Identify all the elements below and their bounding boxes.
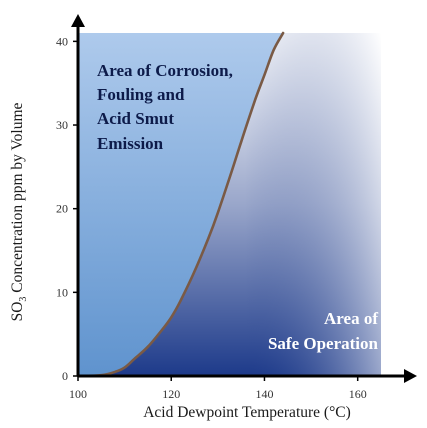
corrosion-label-line-3: Acid Smut — [97, 109, 174, 128]
x-tick-label: 160 — [349, 387, 367, 401]
y-axis-title: SO3 Concentration ppm by Volume — [9, 102, 29, 321]
x-tick-label: 100 — [69, 387, 87, 401]
safe-label-line-2: Safe Operation — [268, 334, 379, 353]
y-tick-label: 10 — [56, 285, 68, 299]
safe-label-line-1: Area of — [324, 309, 378, 328]
lower-region-label: Area of Safe Operation — [268, 309, 379, 353]
y-tick-label: 20 — [56, 202, 68, 216]
upper-region-label: Area of Corrosion, Fouling and Acid Smut… — [97, 61, 233, 153]
corrosion-label-line-2: Fouling and — [97, 85, 185, 104]
chart-marks: 100 120 140 160 0 10 20 30 40 — [56, 14, 417, 401]
corrosion-label-line-1: Area of Corrosion, — [97, 61, 233, 80]
x-tick-label: 120 — [162, 387, 180, 401]
y-tick-label: 40 — [56, 34, 68, 48]
y-axis-arrow — [71, 14, 85, 27]
y-axis-title-subscript: 3 — [18, 297, 29, 302]
corrosion-label-line-4: Emission — [97, 134, 164, 153]
y-tick-label: 30 — [56, 118, 68, 132]
y-axis-title-suffix: Concentration ppm by Volume — [9, 102, 26, 296]
x-axis-arrow — [404, 369, 417, 383]
y-axis-title-prefix: SO — [9, 302, 26, 322]
x-tick-label: 140 — [255, 387, 273, 401]
plot-fills — [78, 33, 381, 376]
corrosion-region — [78, 33, 284, 376]
dewpoint-curve — [76, 31, 285, 378]
safe-region-fade-right — [78, 33, 381, 376]
y-tick-label: 0 — [62, 369, 68, 383]
x-axis-title: Acid Dewpoint Temperature (°C) — [143, 404, 351, 421]
